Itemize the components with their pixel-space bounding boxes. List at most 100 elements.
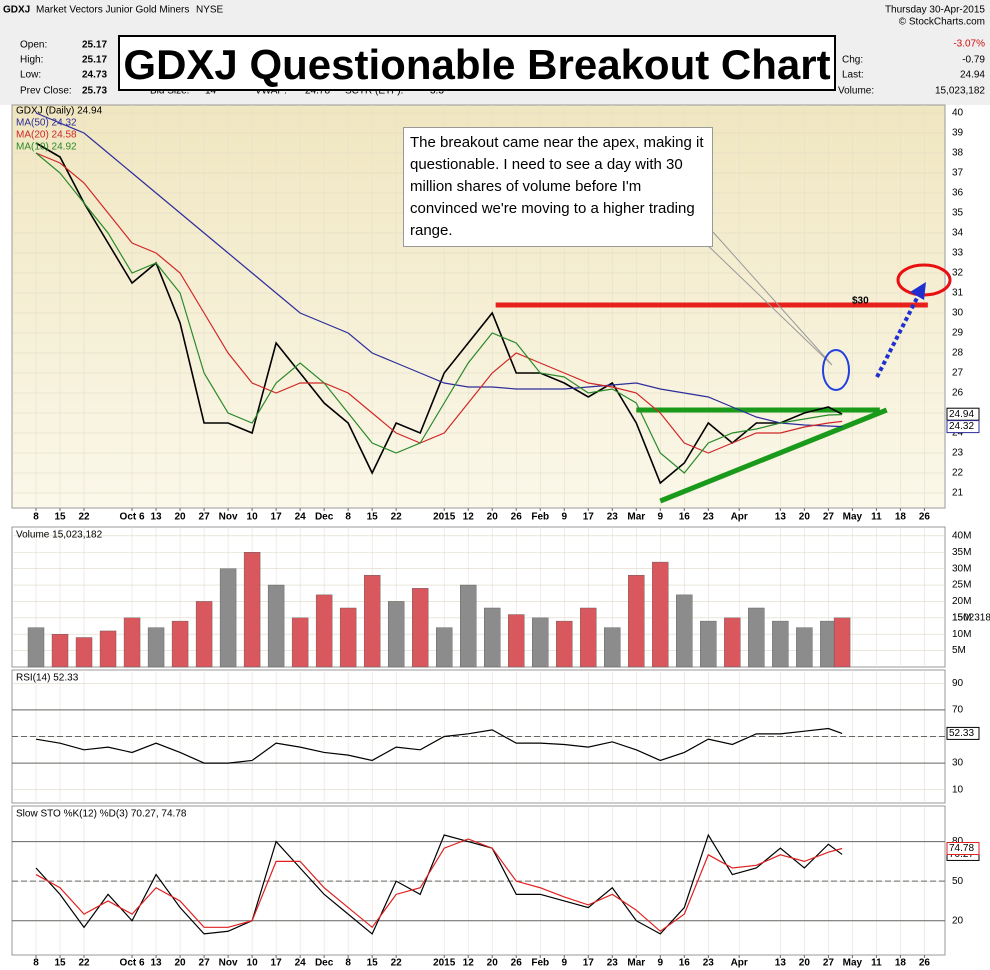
series-line: [35, 152, 843, 454]
x-tick-label: 24: [295, 512, 307, 523]
source: © StockCharts.com: [899, 17, 985, 28]
field-value: 25.17: [82, 40, 107, 51]
x-tick-label: 2015: [433, 958, 456, 969]
volume-bar: [267, 584, 285, 668]
field-value: 14: [205, 86, 217, 97]
x-tick-label: 20: [175, 958, 187, 969]
volume-bar: [460, 584, 477, 668]
y-tick-label: 10: [952, 784, 964, 795]
volume-bar: [363, 574, 381, 668]
x-tick-label: Nov: [219, 958, 238, 969]
y-tick-label: 39: [952, 128, 964, 139]
volume-bar: [339, 607, 357, 668]
x-tick-label: 22: [391, 958, 403, 969]
volume-bar: [532, 617, 549, 668]
field-label: Last:: [842, 70, 864, 81]
y-tick-label: 30M: [952, 563, 971, 574]
y-tick-label: 34: [952, 228, 964, 239]
field-label: High:: [20, 55, 43, 66]
change-pct: -3.07%: [953, 39, 985, 50]
x-tick-label: 26: [919, 958, 931, 969]
x-tick-label: Nov: [219, 512, 238, 523]
title: GDXJ Questionable Breakout Chart: [118, 35, 836, 91]
x-tick-label: Apr: [731, 512, 748, 523]
y-tick-label: 27: [952, 368, 964, 379]
target-arrow: [875, 295, 920, 378]
x-tick-label: 17: [271, 512, 283, 523]
x-tick-label: 26: [919, 512, 931, 523]
volume-bar: [387, 601, 405, 668]
x-tick-label: 13: [775, 958, 787, 969]
sto-panel: [11, 805, 946, 956]
x-tick-label: 27: [823, 958, 835, 969]
x-tick-label: 20: [799, 512, 811, 523]
x-tick-label: May: [843, 958, 863, 969]
x-tick-label: 27: [199, 512, 211, 523]
x-tick-label: Dec: [315, 958, 334, 969]
field-label: Bid Size:: [150, 86, 189, 97]
volume-bar: [243, 552, 261, 668]
last-value-tag: 24.32: [949, 421, 974, 432]
series-line: [35, 727, 843, 764]
volume-bar: [628, 574, 645, 668]
x-tick-label: 12: [463, 512, 475, 523]
exchange: NYSE: [196, 5, 224, 16]
y-tick-label: 24: [952, 428, 964, 439]
volume-bar: [51, 634, 69, 668]
y-tick-label: 26: [952, 388, 964, 399]
volume-bar: [833, 617, 851, 668]
y-tick-label: 32: [952, 268, 964, 279]
x-tick-label: 15: [54, 958, 66, 969]
series-line: [35, 112, 843, 428]
x-tick-label: 22: [78, 958, 90, 969]
volume-panel: [11, 526, 946, 668]
x-tick-label: 20: [487, 512, 499, 523]
volume-bar: [772, 620, 789, 668]
x-tick-label: 27: [199, 958, 211, 969]
field-label: Low:: [20, 70, 41, 81]
last-value-tag: 24.94: [949, 409, 974, 420]
x-tick-label: 27: [823, 512, 835, 523]
x-tick-label: 15: [367, 512, 379, 523]
x-tick-label: 13: [775, 512, 787, 523]
field-value: 24.73: [82, 70, 107, 81]
volume-bar: [484, 607, 501, 668]
arrow-head: [910, 282, 926, 300]
x-tick-label: 11: [871, 958, 882, 969]
x-tick-label: 8: [345, 512, 351, 523]
callout-pointer: [699, 231, 833, 366]
x-tick-label: Mar: [627, 958, 645, 969]
x-tick-label: 11: [871, 512, 882, 523]
series-line: [35, 152, 843, 474]
x-tick-label: Apr: [731, 958, 748, 969]
x-tick-label: 10: [247, 512, 259, 523]
y-tick-label: 35: [952, 208, 964, 219]
x-tick-label: 20: [799, 958, 811, 969]
y-tick-label: 35M: [952, 547, 971, 558]
field-value: 25.73: [82, 86, 107, 97]
volume-bar: [99, 630, 117, 668]
volume-bar: [75, 637, 93, 668]
volume-bar: [652, 561, 669, 668]
x-tick-label: 8: [33, 512, 39, 523]
x-tick-label: 17: [583, 958, 595, 969]
y-tick-label: 40M: [952, 530, 971, 541]
x-tick-label: Oct 6: [120, 512, 145, 523]
y-tick-label: 25M: [952, 580, 971, 591]
x-tick-label: 9: [561, 512, 567, 523]
y-tick-label: 28: [952, 348, 964, 359]
x-tick-label: 16: [679, 512, 691, 523]
y-tick-label: 80: [952, 836, 964, 847]
x-tick-label: 13: [151, 958, 163, 969]
last-value-box: [946, 726, 980, 740]
x-tick-label: 17: [271, 958, 283, 969]
x-tick-label: 23: [607, 512, 619, 523]
x-tick-label: 20: [487, 958, 499, 969]
x-tick-label: 18: [895, 958, 907, 969]
field-value: 24.78: [305, 86, 330, 97]
y-tick-label: 37: [952, 168, 964, 179]
x-tick-label: 22: [78, 512, 90, 523]
field-value: -0.79: [962, 55, 985, 66]
field-label: SCTR (ETF):: [345, 86, 403, 97]
x-tick-label: 23: [607, 958, 619, 969]
